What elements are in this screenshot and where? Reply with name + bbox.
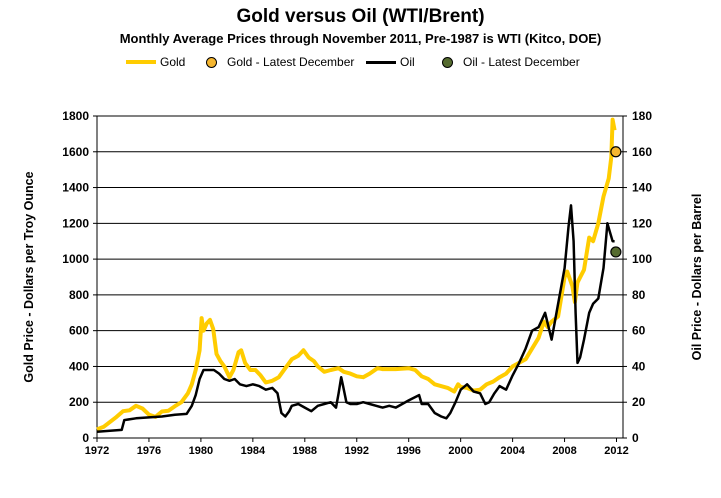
legend-oil-swatch (366, 60, 396, 64)
y-tick-label-right: 40 (632, 359, 646, 373)
y-tick-label-left: 1000 (62, 252, 89, 266)
legend-oil-latest-swatch (442, 56, 453, 68)
x-tick-label: 2000 (448, 445, 472, 457)
x-tick-label: 2008 (552, 445, 576, 457)
series-layer (96, 117, 622, 433)
y-tick-label-right: 120 (632, 216, 652, 230)
x-tick-label: 1980 (189, 445, 213, 457)
gridlines (97, 115, 623, 403)
legend-gold-swatch (126, 60, 156, 64)
y-tick-label-right: 160 (632, 145, 652, 159)
legend-item-oil-latest: Oil - Latest December (442, 52, 580, 72)
x-tick-label: 2012 (604, 445, 628, 457)
y-tick-label-right: 20 (632, 395, 646, 409)
legend-gold-latest-label: Gold - Latest December (227, 55, 355, 69)
y-tick-label-left: 1800 (62, 109, 89, 123)
x-tick-label: 1972 (85, 445, 109, 457)
y-tick-label-left: 200 (69, 395, 89, 409)
axis-ticks: 0 200 400 600 800 1000 1200 1400 1600 1800 0 20 40 60… (62, 109, 652, 457)
y-tick-label-left: 800 (69, 288, 89, 302)
y-tick-label-left: 1400 (62, 181, 89, 195)
y-tick-label-right: 140 (632, 181, 652, 195)
x-tick-label: 1976 (137, 445, 161, 457)
y-tick-label-left: 1600 (62, 145, 89, 159)
legend-oil-label: Oil (400, 55, 415, 69)
legend-gold-latest-swatch (206, 56, 217, 68)
y-tick-label-right: 60 (632, 324, 646, 338)
y-tick-label-left: 0 (82, 431, 89, 445)
legend-gold-label: Gold (160, 55, 186, 69)
x-tick-label: 1984 (241, 445, 266, 457)
y-tick-label-right: 80 (632, 288, 646, 302)
y-tick-label-right: 0 (632, 431, 639, 445)
legend-item-oil: Oil (366, 52, 415, 72)
x-tick-label: 2004 (500, 445, 525, 457)
x-tick-label: 1992 (345, 445, 369, 457)
chart-legend: Gold Gold - Latest December Oil Oil - La… (0, 52, 721, 72)
legend-item-gold-latest: Gold - Latest December (206, 52, 354, 72)
legend-item-gold: Gold (126, 52, 185, 72)
x-tick-label: 1988 (293, 445, 317, 457)
series-line-gold (96, 117, 617, 432)
series-line-oil (96, 204, 615, 433)
marker-gold-latest-december (610, 146, 622, 158)
y-tick-label-right: 180 (632, 109, 652, 123)
marker-oil-latest-december (610, 246, 622, 258)
y-tick-label-left: 400 (69, 359, 89, 373)
y-tick-label-right: 100 (632, 252, 652, 266)
x-tick-label: 1996 (396, 445, 420, 457)
y-tick-label-left: 600 (69, 324, 89, 338)
legend-oil-latest-label: Oil - Latest December (463, 55, 580, 69)
plot-frame (96, 115, 624, 439)
chart-subtitle: Monthly Average Prices through November … (119, 31, 602, 46)
y-tick-label-left: 1200 (62, 216, 89, 230)
chart-title: Gold versus Oil (WTI/Brent) (236, 6, 485, 27)
